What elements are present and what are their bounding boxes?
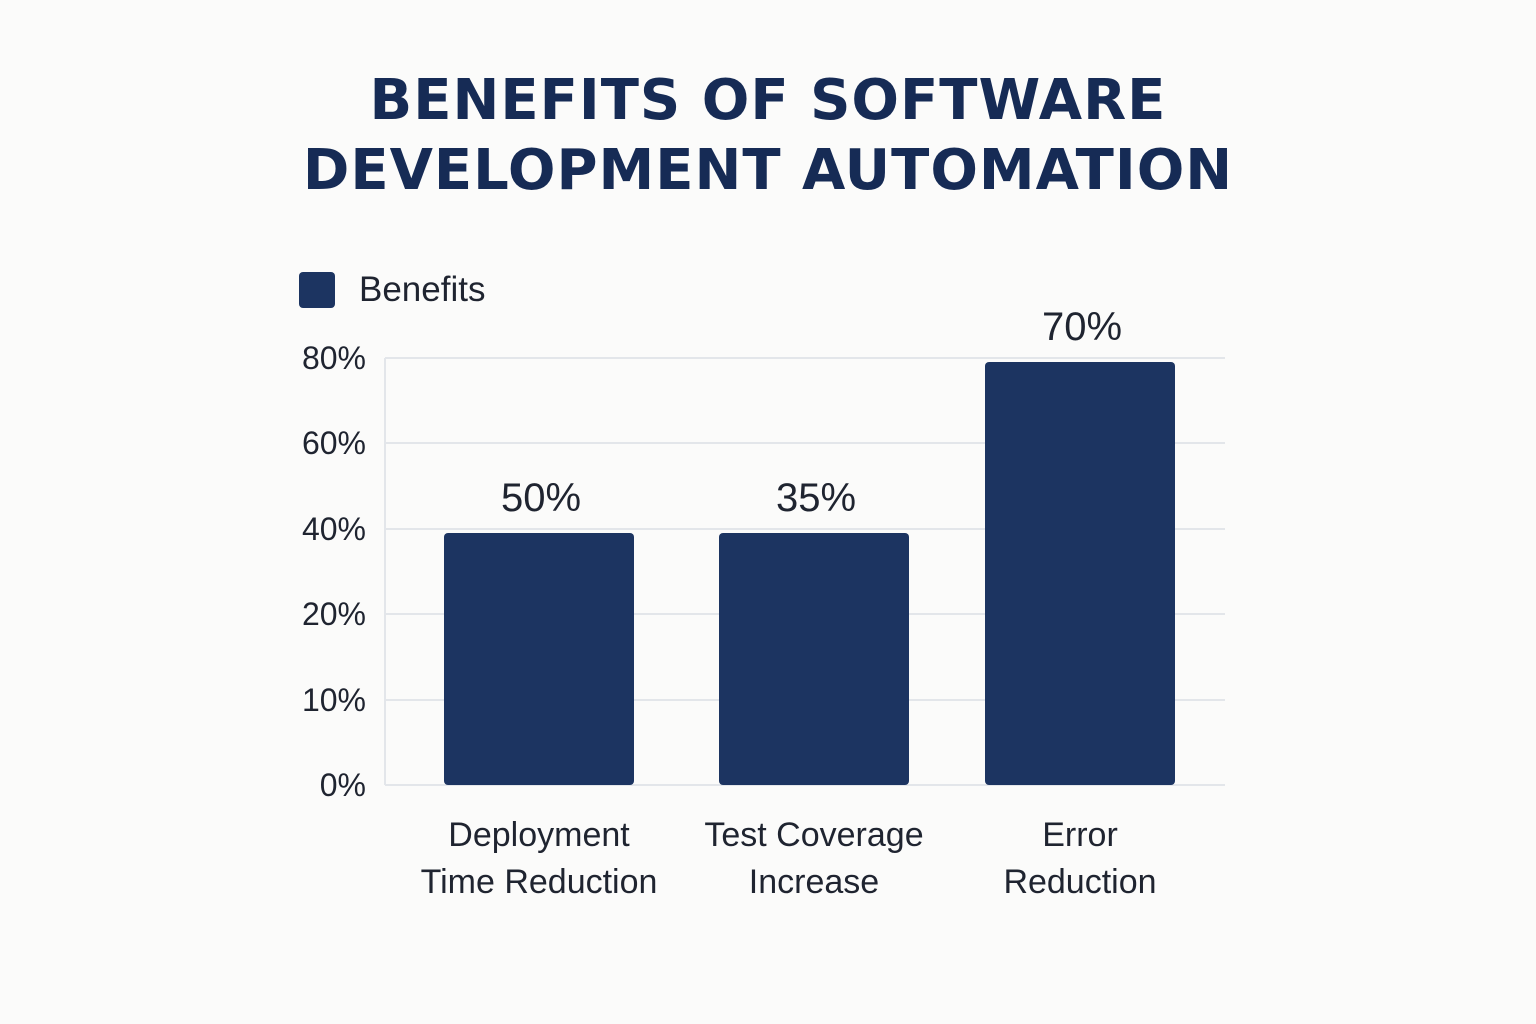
chart-title-line-1: BENEFITS OF SOFTWARE [369, 68, 1167, 133]
chart-title-line-2: DEVELOPMENT AUTOMATION [302, 138, 1234, 203]
y-tick-label: 80% [302, 340, 366, 376]
legend-label: Benefits [359, 270, 486, 309]
x-category-label: Reduction [1003, 863, 1156, 901]
y-tick-label: 20% [302, 596, 366, 632]
bar-value-label: 35% [776, 476, 856, 520]
legend: Benefits [299, 270, 485, 310]
y-tick-label: 60% [302, 425, 366, 461]
bar [444, 533, 634, 785]
bar [985, 362, 1175, 785]
x-category-label: Error [1042, 816, 1118, 854]
legend-swatch [299, 272, 335, 308]
bar-value-label: 50% [501, 476, 581, 520]
chart-title: BENEFITS OF SOFTWARE DEVELOPMENT AUTOMAT… [0, 66, 1536, 206]
x-category-label: Increase [749, 863, 879, 901]
x-category-label: Deployment [448, 816, 630, 854]
y-tick-label: 10% [302, 682, 366, 718]
bar-value-label: 70% [1042, 305, 1122, 349]
bar [719, 533, 909, 785]
x-category-label: Test Coverage [704, 816, 923, 854]
y-tick-label: 40% [302, 511, 366, 547]
x-category-label: Time Reduction [421, 863, 658, 901]
y-tick-label: 0% [320, 767, 366, 803]
